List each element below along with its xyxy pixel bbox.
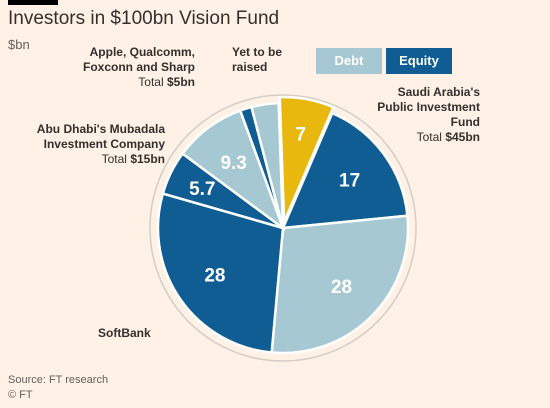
legend: Debt Equity bbox=[316, 48, 456, 74]
legend-equity: Equity bbox=[386, 48, 452, 74]
label-yet-group: Yet to be raised bbox=[232, 45, 282, 75]
pie-slice-label-2: 28 bbox=[331, 277, 352, 298]
pie-slice-0 bbox=[278, 95, 335, 223]
apple-total-value: $5bn bbox=[166, 75, 195, 89]
label-softbank-group: SoftBank bbox=[98, 326, 151, 341]
pie-slice-3 bbox=[156, 191, 285, 354]
saudi-name-2: Public Investment bbox=[377, 100, 480, 114]
abudhabi-name-2: Investment Company bbox=[43, 137, 165, 151]
pie-slice-label-1: 17 bbox=[339, 170, 360, 191]
saudi-total-value: $45bn bbox=[445, 130, 480, 144]
apple-total-prefix: Total bbox=[138, 75, 164, 89]
abudhabi-total-prefix: Total bbox=[101, 152, 127, 166]
yet-name-2: raised bbox=[232, 60, 268, 74]
apple-name-1: Apple, Qualcomm, bbox=[89, 45, 195, 59]
pie-slice-1 bbox=[281, 111, 409, 230]
saudi-name-1: Saudi Arabia's bbox=[397, 85, 480, 99]
footer-copyright: © FT bbox=[8, 389, 33, 401]
softbank-name: SoftBank bbox=[98, 326, 151, 340]
pie-slice-7 bbox=[249, 101, 285, 229]
yet-name-1: Yet to be bbox=[232, 45, 283, 59]
footer-source: Source: FT research bbox=[8, 374, 109, 386]
top-rule bbox=[8, 0, 58, 5]
pie-slice-label-3: 28 bbox=[204, 266, 225, 287]
pie-slice-label-5: 9.3 bbox=[220, 153, 246, 174]
saudi-total-prefix: Total bbox=[416, 130, 442, 144]
chart-subtitle: $bn bbox=[8, 37, 30, 52]
pie-outer-ring bbox=[149, 94, 417, 362]
pie-slice-label-0: 7 bbox=[295, 125, 306, 146]
apple-name-2: Foxconn and Sharp bbox=[82, 60, 195, 74]
label-abudhabi-group: Abu Dhabi's Mubadala Investment Company … bbox=[37, 122, 165, 167]
label-saudi-group: Saudi Arabia's Public Investment Fund To… bbox=[377, 85, 480, 145]
abudhabi-total-value: $15bn bbox=[130, 152, 165, 166]
legend-debt: Debt bbox=[316, 48, 382, 74]
saudi-name-3: Fund bbox=[450, 115, 480, 129]
chart-title: Investors in $100bn Vision Fund bbox=[8, 8, 280, 29]
abudhabi-name-1: Abu Dhabi's Mubadala bbox=[36, 122, 165, 136]
label-apple-group: Apple, Qualcomm, Foxconn and Sharp Total… bbox=[83, 45, 195, 90]
pie-slice-2 bbox=[270, 214, 410, 355]
pie-slice-label-4: 5.7 bbox=[189, 179, 215, 200]
